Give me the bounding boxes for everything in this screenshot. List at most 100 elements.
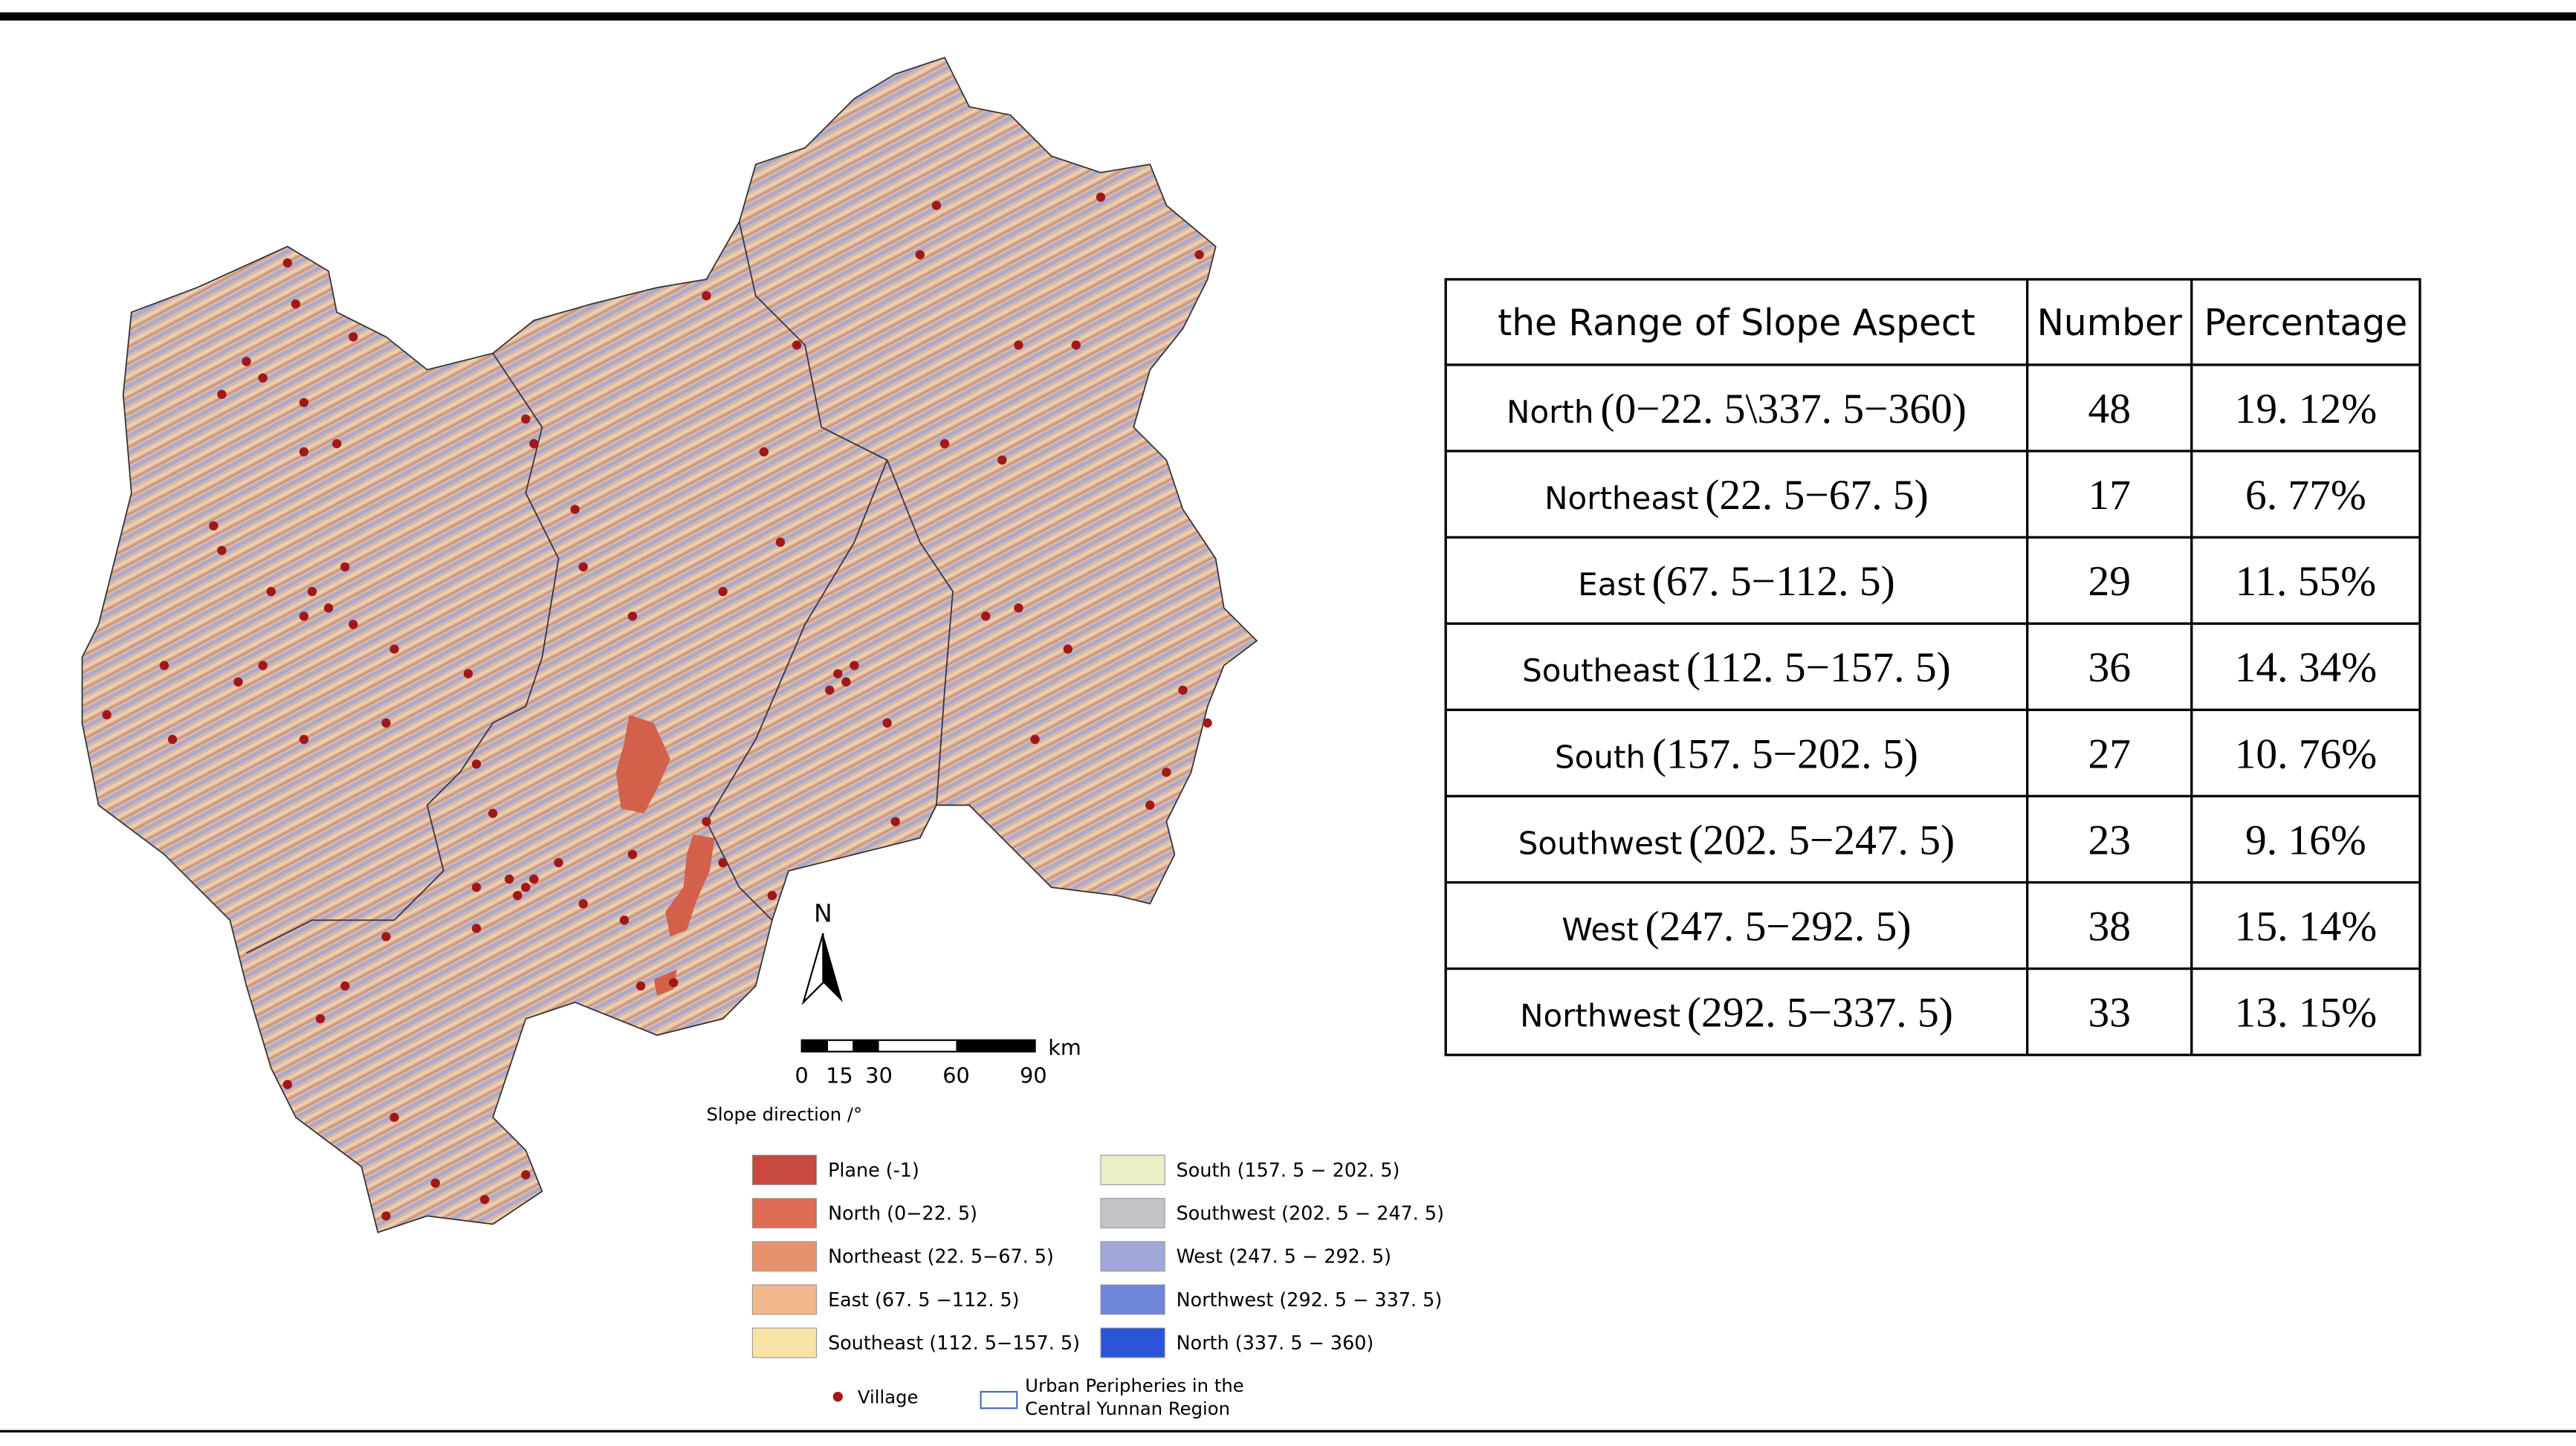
- village: [463, 669, 473, 678]
- aspect-range: (247. 5−292. 5): [1645, 903, 1912, 950]
- number-cell: 33: [2088, 990, 2131, 1037]
- district-boundary: [705, 221, 888, 921]
- north-label: N: [814, 899, 832, 928]
- number-cell: 29: [2088, 558, 2131, 605]
- village: [258, 661, 268, 670]
- legend-label: North (0−22. 5): [828, 1202, 977, 1224]
- village: [850, 661, 859, 670]
- village: [669, 978, 679, 988]
- aspect-cell: Southwest (202. 5−247. 5): [1518, 817, 1955, 863]
- aspect-range: (0−22. 5\337. 5−360): [1600, 386, 1967, 432]
- village: [102, 710, 111, 720]
- village: [702, 291, 711, 301]
- village: [1030, 734, 1040, 745]
- village: [627, 849, 638, 860]
- aspect-name: Northeast: [1544, 480, 1698, 516]
- village: [767, 891, 777, 901]
- village: [1063, 644, 1072, 654]
- village: [890, 817, 900, 826]
- village: [841, 677, 851, 687]
- number-cell: 23: [2088, 817, 2131, 863]
- scale-label: 15: [826, 1063, 853, 1088]
- village: [488, 808, 498, 818]
- village: [825, 685, 835, 695]
- legend-label: Plane (-1): [828, 1158, 919, 1181]
- village: [1145, 800, 1155, 810]
- aspect-name: South: [1555, 739, 1645, 775]
- village: [233, 677, 243, 687]
- legend-swatch: [1100, 1155, 1165, 1185]
- scale-label: 60: [942, 1063, 970, 1088]
- village: [217, 545, 227, 555]
- village: [323, 603, 334, 613]
- village: [1014, 340, 1023, 350]
- village: [282, 1080, 293, 1089]
- village: [882, 718, 892, 728]
- village: [479, 1195, 490, 1205]
- aspect-name: Northwest: [1520, 998, 1680, 1034]
- percentage-cell: 13. 15%: [2235, 990, 2378, 1037]
- village: [209, 521, 219, 531]
- legend-swatch: [1100, 1327, 1165, 1358]
- legend-swatch: [751, 1327, 818, 1358]
- village: [619, 915, 630, 925]
- village: [718, 586, 728, 597]
- village: [349, 332, 358, 342]
- aspect-cell: North (0−22. 5\337. 5−360): [1507, 386, 1967, 432]
- village: [792, 340, 802, 350]
- village: [299, 398, 309, 407]
- scale-label: 30: [865, 1063, 893, 1088]
- village: [217, 389, 227, 399]
- lake: [615, 714, 670, 814]
- village: [775, 537, 786, 547]
- table-header: the Range of Slope Aspect: [1498, 302, 1975, 344]
- village: [627, 612, 638, 621]
- number-cell: 27: [2088, 730, 2131, 777]
- village: [291, 299, 301, 309]
- number-cell: 38: [2088, 903, 2131, 950]
- district-boundary: [246, 352, 560, 954]
- village: [299, 612, 309, 621]
- village: [381, 932, 391, 941]
- village: [521, 414, 531, 424]
- village: [554, 857, 563, 868]
- legend-label: West (247. 5 − 292. 5): [1177, 1245, 1391, 1268]
- village: [167, 734, 178, 745]
- percentage-cell: 19. 12%: [2235, 386, 2378, 432]
- aspect-cell: West (247. 5−292. 5): [1562, 903, 1911, 950]
- legend-title: Slope direction /°: [706, 1103, 862, 1125]
- village: [702, 817, 711, 826]
- village: [266, 586, 276, 597]
- table-header: Percentage: [2204, 302, 2407, 344]
- legend-label: Southwest (202. 5 − 247. 5): [1177, 1202, 1444, 1224]
- aspect-range: (112. 5−157. 5): [1686, 644, 1951, 691]
- village: [1203, 718, 1212, 728]
- village: [981, 612, 991, 621]
- legend-label: North (337. 5 − 360): [1177, 1332, 1374, 1354]
- village: [529, 438, 539, 449]
- number-cell: 36: [2088, 644, 2131, 691]
- village: [635, 981, 646, 991]
- legend-label: Southeast (112. 5−157. 5): [828, 1332, 1080, 1354]
- village-symbol: [832, 1392, 843, 1402]
- village: [578, 562, 588, 572]
- village: [242, 357, 251, 366]
- village: [471, 924, 482, 933]
- north-arrow: N: [801, 899, 843, 1005]
- legend-swatch: [751, 1198, 818, 1229]
- village: [471, 882, 482, 892]
- village: [521, 1170, 531, 1180]
- village: [759, 447, 769, 457]
- village: [915, 250, 925, 259]
- aspect-name: East: [1578, 566, 1645, 603]
- village: [381, 1211, 391, 1221]
- village: [833, 669, 843, 678]
- village: [529, 874, 539, 884]
- village: [570, 505, 580, 514]
- percentage-cell: 6. 77%: [2245, 472, 2366, 519]
- table: the Range of Slope Aspect Number Percentag…: [1444, 278, 2421, 1057]
- aspect-name: North: [1507, 394, 1593, 430]
- scale-unit: km: [1048, 1035, 1081, 1060]
- legend-swatch: [751, 1284, 818, 1315]
- legend-label: Northwest (292. 5 − 337. 5): [1177, 1288, 1443, 1311]
